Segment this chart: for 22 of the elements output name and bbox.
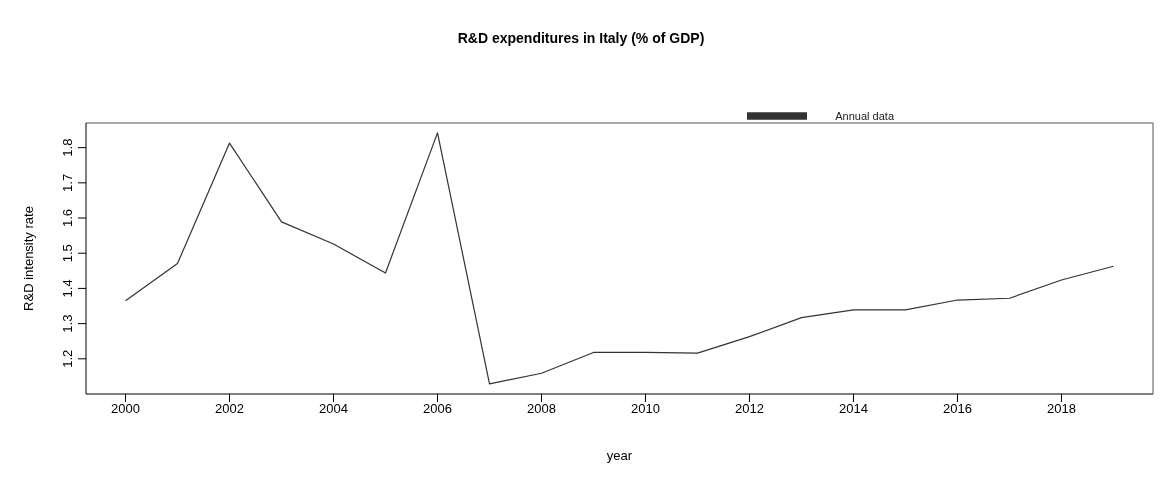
chart-title: R&D expenditures in Italy (% of GDP) [456,30,706,48]
text: Annual data [835,110,894,123]
line-series [124,132,1115,385]
x-tick-label: 2012 [735,401,764,417]
x-tick-label: 2014 [839,401,868,417]
y-tick-label: 1.7 [60,173,75,192]
x-tick-label: 2006 [423,401,452,417]
x-tick-label: 2002 [215,401,244,417]
y-tick-label: 1.6 [60,208,75,228]
y-tick-label: 1.4 [60,279,75,298]
x-tick-label: 2000 [111,401,140,417]
y-tick-label: 1.2 [60,349,75,368]
x-tick-label: 2016 [943,401,972,417]
x-tick-label: 2018 [1047,401,1076,417]
y-tick-label: 1.8 [60,138,75,157]
y-tick-label: 1.3 [60,314,75,333]
y-axis-title: R&D intensity rate [20,206,36,311]
x-tick-label: 2008 [527,401,556,417]
x-axis-title: year [606,448,633,463]
y-tick-label: 1.5 [60,244,75,263]
x-tick-label: 2004 [319,401,348,417]
x-tick-label: 2010 [631,401,660,417]
